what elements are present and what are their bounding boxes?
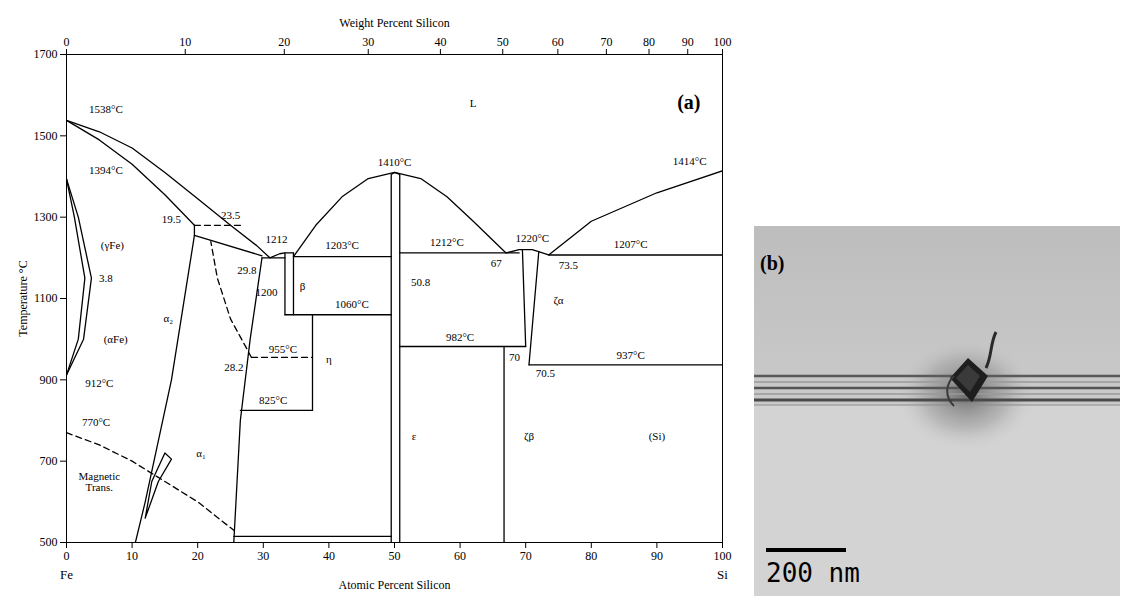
svg-text:1410°C: 1410°C	[378, 156, 412, 168]
svg-text:α₂: α₂	[163, 312, 173, 324]
svg-text:1414°C: 1414°C	[673, 155, 707, 167]
svg-text:70: 70	[600, 35, 612, 49]
svg-text:1207°C: 1207°C	[614, 238, 648, 250]
svg-text:100: 100	[714, 35, 732, 49]
svg-text:L: L	[470, 97, 477, 109]
svg-text:Si: Si	[717, 567, 728, 582]
svg-text:α₁: α₁	[196, 447, 206, 459]
svg-text:1212°C: 1212°C	[430, 236, 464, 248]
svg-text:60: 60	[552, 35, 564, 49]
svg-text:10: 10	[179, 35, 191, 49]
svg-text:29.8: 29.8	[237, 264, 257, 276]
svg-text:770°C: 770°C	[82, 416, 110, 428]
svg-text:200 nm: 200 nm	[766, 558, 860, 588]
svg-text:η: η	[326, 353, 332, 365]
svg-text:(γFe): (γFe)	[101, 239, 125, 252]
svg-text:30: 30	[257, 549, 269, 563]
svg-text:90: 90	[682, 35, 694, 49]
svg-text:1100: 1100	[34, 291, 58, 305]
svg-text:70: 70	[509, 351, 520, 363]
svg-text:70.5: 70.5	[536, 367, 556, 379]
svg-text:28.2: 28.2	[224, 361, 243, 373]
svg-text:80: 80	[643, 35, 655, 49]
svg-text:900: 900	[40, 373, 58, 387]
svg-text:20: 20	[192, 549, 204, 563]
svg-text:80: 80	[585, 549, 597, 563]
svg-text:1220°C: 1220°C	[515, 232, 549, 244]
svg-text:500: 500	[40, 535, 58, 549]
svg-text:937°C: 937°C	[617, 349, 645, 361]
svg-text:60: 60	[454, 549, 466, 563]
svg-text:(αFe): (αFe)	[104, 333, 128, 346]
svg-text:73.5: 73.5	[559, 259, 579, 271]
svg-text:Fe: Fe	[60, 567, 73, 582]
svg-text:1212: 1212	[265, 233, 287, 245]
svg-text:825°C: 825°C	[259, 394, 287, 406]
svg-text:100: 100	[714, 549, 732, 563]
svg-text:955°C: 955°C	[269, 343, 297, 355]
svg-text:10: 10	[126, 549, 138, 563]
svg-text:50: 50	[389, 549, 401, 563]
svg-text:Weight Percent Silicon: Weight Percent Silicon	[339, 16, 449, 30]
svg-text:Atomic Percent Silicon: Atomic Percent Silicon	[339, 578, 451, 592]
svg-text:0: 0	[64, 35, 70, 49]
svg-text:20: 20	[278, 35, 290, 49]
svg-text:0: 0	[64, 549, 70, 563]
svg-text:70: 70	[520, 549, 532, 563]
svg-text:40: 40	[323, 549, 335, 563]
svg-text:1394°C: 1394°C	[89, 164, 123, 176]
svg-text:1500: 1500	[34, 129, 58, 143]
svg-text:β: β	[300, 280, 306, 292]
svg-text:ζβ: ζβ	[524, 430, 535, 443]
svg-text:90: 90	[651, 549, 663, 563]
svg-text:1060°C: 1060°C	[335, 298, 369, 310]
svg-text:ε: ε	[412, 430, 417, 442]
svg-text:Temperature °C: Temperature °C	[16, 260, 30, 336]
svg-text:ζα: ζα	[554, 294, 564, 307]
svg-text:1300: 1300	[34, 210, 58, 224]
svg-text:(a): (a)	[677, 91, 700, 114]
svg-text:1203°C: 1203°C	[325, 239, 359, 251]
svg-text:700: 700	[40, 454, 58, 468]
svg-text:23.5: 23.5	[221, 209, 241, 221]
svg-text:67: 67	[491, 257, 503, 269]
svg-text:3.8: 3.8	[99, 272, 113, 284]
svg-text:19.5: 19.5	[162, 213, 182, 225]
svg-text:50.8: 50.8	[411, 276, 431, 288]
svg-text:982°C: 982°C	[446, 331, 474, 343]
svg-text:912°C: 912°C	[85, 377, 113, 389]
svg-text:50: 50	[497, 35, 509, 49]
svg-text:(b): (b)	[760, 252, 784, 275]
svg-text:MagneticTrans.: MagneticTrans.	[79, 470, 121, 493]
svg-text:(Si): (Si)	[649, 430, 666, 443]
svg-text:1538°C: 1538°C	[89, 103, 123, 115]
svg-text:40: 40	[434, 35, 446, 49]
svg-text:30: 30	[362, 35, 374, 49]
svg-text:1200: 1200	[256, 286, 279, 298]
svg-text:1700: 1700	[34, 47, 58, 61]
